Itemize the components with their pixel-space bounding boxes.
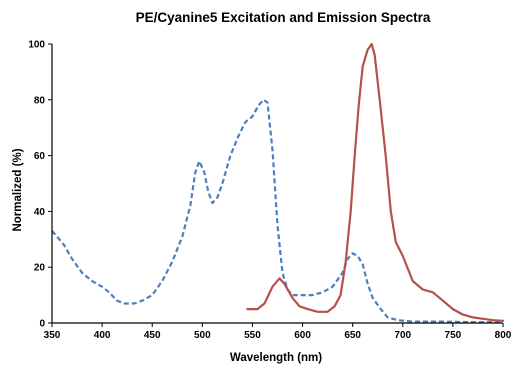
chart-title: PE/Cyanine5 Excitation and Emission Spec… <box>136 10 431 25</box>
x-tick-label: 600 <box>294 330 311 341</box>
y-tick-label: 0 <box>39 319 45 330</box>
y-tick-label: 40 <box>34 207 46 218</box>
x-axis-ticks: 350 400 450 500 550 600 650 700 750 800 <box>44 323 512 341</box>
excitation-series-line <box>51 98 503 324</box>
x-axis-label: Wavelength (nm) <box>230 352 322 364</box>
y-axis-ticks: 0 20 40 60 80 100 <box>28 40 52 330</box>
x-tick-label: 500 <box>194 330 211 341</box>
x-tick-label: 800 <box>495 330 512 341</box>
x-tick-label: 550 <box>244 330 261 341</box>
x-tick-label: 750 <box>445 330 462 341</box>
x-tick-label: 650 <box>344 330 361 341</box>
y-tick-label: 20 <box>34 263 46 274</box>
plot-lines <box>51 42 505 324</box>
y-tick-label: 60 <box>34 151 46 162</box>
emission-series-line <box>246 42 505 322</box>
y-tick-label: 100 <box>28 40 45 51</box>
y-axis-label: Normalized (%) <box>12 148 24 231</box>
axes <box>51 44 503 324</box>
x-tick-label: 450 <box>144 330 161 341</box>
x-tick-label: 700 <box>394 330 411 341</box>
x-tick-label: 400 <box>94 330 111 341</box>
y-tick-label: 80 <box>34 95 46 106</box>
x-tick-label: 350 <box>44 330 61 341</box>
